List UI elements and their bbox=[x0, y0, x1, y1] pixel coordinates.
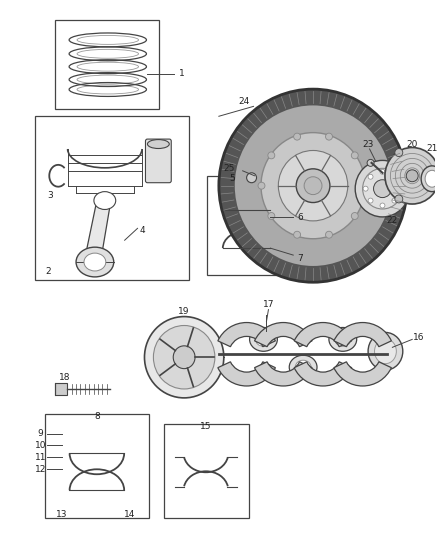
Ellipse shape bbox=[278, 150, 348, 221]
Text: 21: 21 bbox=[426, 143, 438, 152]
Ellipse shape bbox=[367, 159, 374, 166]
Ellipse shape bbox=[363, 168, 402, 209]
Text: 25: 25 bbox=[223, 164, 234, 173]
Ellipse shape bbox=[374, 339, 396, 364]
Ellipse shape bbox=[77, 36, 138, 44]
Ellipse shape bbox=[395, 195, 403, 203]
Ellipse shape bbox=[368, 198, 373, 203]
Ellipse shape bbox=[296, 169, 330, 203]
Ellipse shape bbox=[293, 231, 300, 238]
Ellipse shape bbox=[380, 203, 385, 208]
Text: 20: 20 bbox=[406, 140, 418, 149]
Text: 12: 12 bbox=[35, 465, 46, 474]
Ellipse shape bbox=[94, 192, 116, 209]
Wedge shape bbox=[334, 362, 392, 386]
Bar bbox=[45, 414, 149, 518]
Ellipse shape bbox=[255, 333, 272, 346]
Wedge shape bbox=[218, 362, 276, 386]
Ellipse shape bbox=[425, 171, 438, 187]
Wedge shape bbox=[254, 322, 312, 346]
Polygon shape bbox=[87, 196, 112, 248]
Ellipse shape bbox=[268, 213, 275, 220]
Ellipse shape bbox=[264, 331, 269, 336]
Text: 2: 2 bbox=[46, 268, 51, 277]
Ellipse shape bbox=[368, 174, 373, 179]
Text: 10: 10 bbox=[35, 441, 46, 450]
Text: 23: 23 bbox=[362, 140, 373, 149]
Ellipse shape bbox=[148, 140, 169, 149]
Wedge shape bbox=[294, 362, 352, 386]
Text: 22: 22 bbox=[387, 216, 398, 225]
Text: 6: 6 bbox=[297, 213, 303, 222]
Ellipse shape bbox=[76, 247, 114, 277]
Wedge shape bbox=[254, 362, 312, 386]
Text: 9: 9 bbox=[38, 429, 43, 438]
Text: 5: 5 bbox=[229, 174, 235, 183]
Ellipse shape bbox=[385, 148, 438, 204]
Ellipse shape bbox=[304, 177, 322, 195]
Ellipse shape bbox=[77, 62, 138, 71]
Ellipse shape bbox=[153, 326, 215, 389]
Ellipse shape bbox=[234, 104, 392, 267]
Ellipse shape bbox=[268, 152, 275, 159]
Text: 8: 8 bbox=[94, 412, 100, 421]
Text: 14: 14 bbox=[124, 511, 135, 519]
Ellipse shape bbox=[363, 186, 368, 191]
Ellipse shape bbox=[397, 186, 402, 191]
Ellipse shape bbox=[77, 85, 138, 94]
Ellipse shape bbox=[289, 356, 317, 379]
Ellipse shape bbox=[380, 169, 385, 174]
Ellipse shape bbox=[392, 198, 397, 203]
Ellipse shape bbox=[392, 174, 397, 179]
Bar bbox=[35, 116, 189, 280]
Wedge shape bbox=[218, 322, 276, 346]
Wedge shape bbox=[294, 322, 352, 346]
Ellipse shape bbox=[77, 75, 138, 84]
Bar bbox=[207, 176, 286, 275]
Ellipse shape bbox=[335, 333, 351, 346]
Ellipse shape bbox=[325, 231, 332, 238]
Ellipse shape bbox=[406, 170, 418, 182]
Ellipse shape bbox=[421, 166, 438, 192]
Text: 15: 15 bbox=[200, 422, 212, 431]
Ellipse shape bbox=[368, 333, 403, 370]
Text: 19: 19 bbox=[178, 307, 190, 316]
Ellipse shape bbox=[261, 133, 365, 239]
Text: 1: 1 bbox=[179, 69, 185, 78]
Ellipse shape bbox=[361, 182, 368, 189]
Ellipse shape bbox=[351, 152, 358, 159]
Ellipse shape bbox=[219, 89, 407, 282]
Text: 4: 4 bbox=[140, 226, 145, 235]
Ellipse shape bbox=[355, 160, 410, 217]
Ellipse shape bbox=[395, 149, 403, 157]
Text: 24: 24 bbox=[238, 97, 249, 106]
Ellipse shape bbox=[295, 360, 311, 374]
Ellipse shape bbox=[351, 213, 358, 220]
Ellipse shape bbox=[250, 327, 277, 351]
Ellipse shape bbox=[173, 346, 195, 369]
Ellipse shape bbox=[293, 133, 300, 140]
Text: 18: 18 bbox=[60, 373, 71, 382]
Ellipse shape bbox=[435, 172, 438, 180]
FancyBboxPatch shape bbox=[145, 139, 171, 183]
Text: 17: 17 bbox=[263, 300, 274, 309]
Polygon shape bbox=[55, 383, 67, 395]
Bar bbox=[164, 424, 249, 518]
Wedge shape bbox=[334, 322, 392, 346]
Text: 11: 11 bbox=[35, 453, 46, 462]
Ellipse shape bbox=[258, 182, 265, 189]
Ellipse shape bbox=[329, 327, 357, 351]
Ellipse shape bbox=[84, 253, 106, 271]
Ellipse shape bbox=[145, 317, 224, 398]
Text: 7: 7 bbox=[297, 254, 303, 263]
Text: 16: 16 bbox=[413, 333, 425, 342]
Ellipse shape bbox=[374, 180, 392, 198]
Text: 3: 3 bbox=[47, 191, 53, 200]
Ellipse shape bbox=[325, 133, 332, 140]
Text: 13: 13 bbox=[57, 511, 68, 519]
Bar bbox=[55, 20, 159, 109]
Ellipse shape bbox=[77, 50, 138, 58]
Ellipse shape bbox=[247, 173, 257, 183]
